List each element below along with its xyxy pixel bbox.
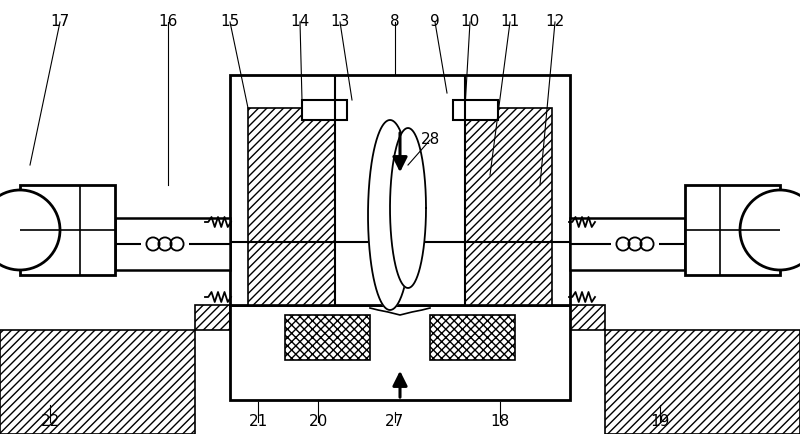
Text: 11: 11 (500, 14, 520, 30)
Text: 17: 17 (50, 14, 70, 30)
Bar (20, 185, 115, 275)
Bar (570, 305, 605, 330)
Text: 12: 12 (546, 14, 565, 30)
Text: 27: 27 (386, 414, 405, 430)
Bar (230, 305, 570, 400)
Polygon shape (390, 128, 426, 288)
Bar (248, 108, 335, 305)
Text: 19: 19 (650, 414, 670, 430)
Bar (0, 330, 195, 434)
Bar (570, 218, 685, 270)
Text: 15: 15 (220, 14, 240, 30)
Circle shape (0, 190, 60, 270)
Text: 10: 10 (460, 14, 480, 30)
Text: 28: 28 (420, 132, 440, 148)
Text: 21: 21 (248, 414, 268, 430)
Text: 8: 8 (390, 14, 400, 30)
Bar (115, 218, 230, 270)
Text: 16: 16 (158, 14, 178, 30)
Text: 14: 14 (290, 14, 310, 30)
Polygon shape (368, 120, 412, 310)
Text: 18: 18 (490, 414, 510, 430)
Text: 13: 13 (330, 14, 350, 30)
Bar (230, 75, 570, 305)
Circle shape (740, 190, 800, 270)
Bar (430, 315, 515, 360)
Bar (195, 305, 230, 330)
Bar (453, 100, 498, 120)
Bar (465, 108, 552, 305)
Bar (685, 185, 780, 275)
Text: 22: 22 (40, 414, 60, 430)
Text: 20: 20 (308, 414, 328, 430)
Bar (302, 100, 347, 120)
Bar (285, 315, 370, 360)
Text: 9: 9 (430, 14, 440, 30)
Bar (605, 330, 800, 434)
